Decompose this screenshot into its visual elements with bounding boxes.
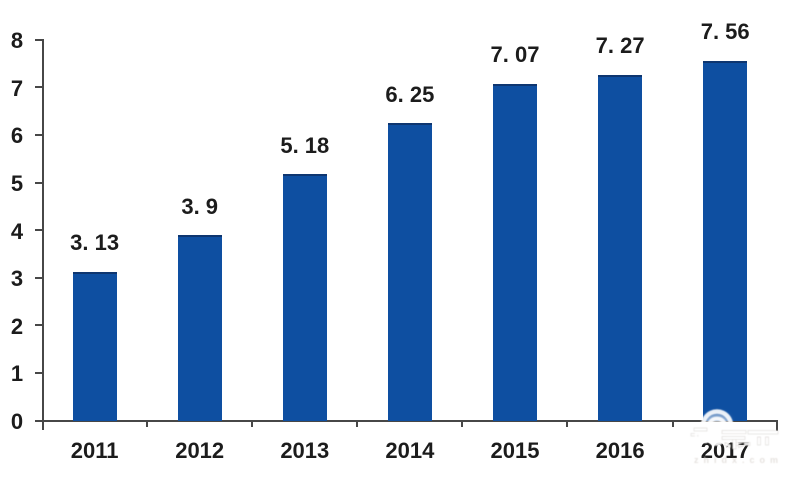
svg-text:zhidx.com: zhidx.com <box>694 455 783 465</box>
